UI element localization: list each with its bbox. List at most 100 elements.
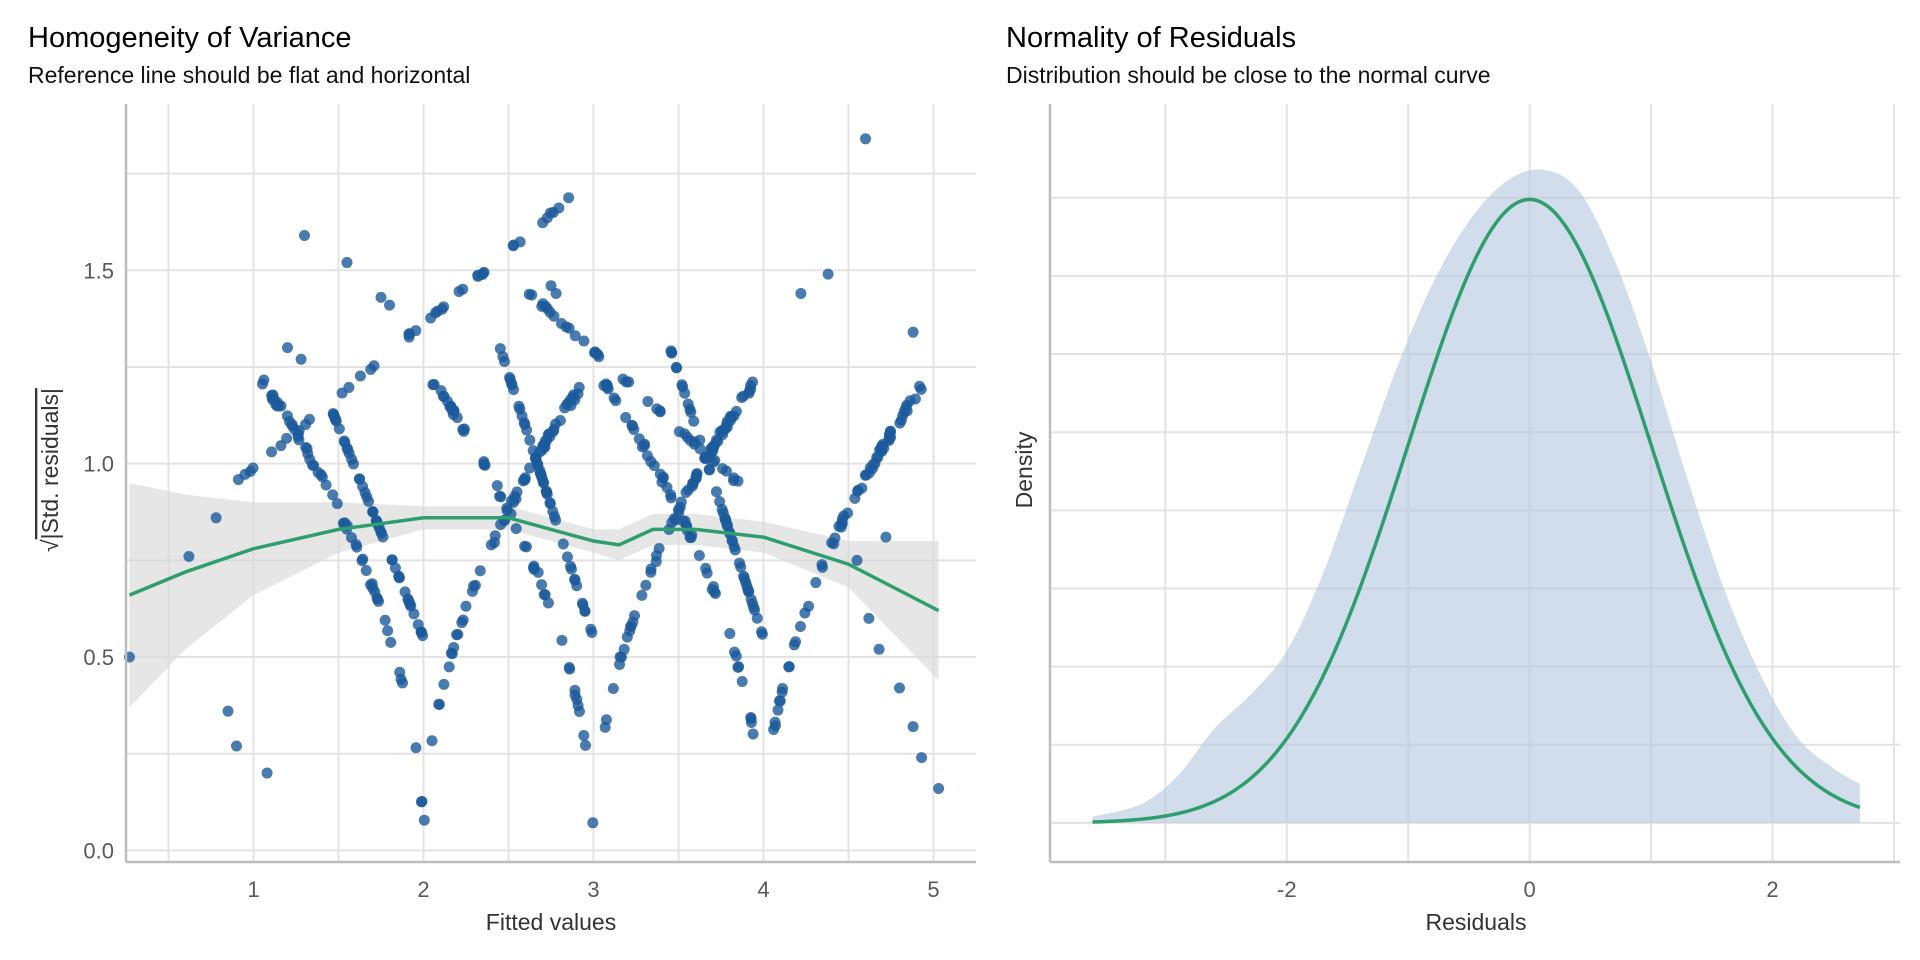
data-point [545,280,557,292]
data-point [860,133,871,145]
data-point [685,406,697,418]
data-point [436,303,448,315]
data-point [346,453,358,465]
data-point [735,561,747,573]
data-point [650,550,662,562]
smooth-line [128,516,940,613]
data-point [704,450,716,462]
y-tick-label: 1.5 [83,258,114,283]
data-point [679,387,691,399]
data-point [507,240,519,252]
data-point [587,817,599,829]
data-point [590,347,602,359]
data-point [550,288,562,299]
data-point [299,229,310,241]
data-point [363,495,375,507]
data-point [273,400,285,412]
right-tick-labels: -2 0 2 [1277,877,1779,902]
data-point [621,631,633,643]
data-point [601,380,613,392]
data-point [733,661,745,673]
data-point [518,417,530,429]
data-point [537,217,549,229]
data-point [620,376,632,388]
x-tick-label: 2 [417,877,429,902]
data-point [726,535,738,547]
data-point [539,435,551,447]
data-point [231,740,242,752]
x-tick-label: -2 [1277,877,1297,902]
data-point [261,767,273,779]
left-chart-title: Homogeneity of Variance [28,22,352,54]
x-tick-label: 1 [247,877,259,902]
data-point [571,693,583,705]
data-point [183,550,195,562]
data-point [707,581,719,593]
data-point [569,684,581,696]
data-point [880,531,892,543]
data-point [737,390,749,402]
data-point [345,532,357,544]
data-point [386,554,398,566]
left-tick-labels: 1 2 3 4 5 0.0 0.5 1.0 1.5 [83,258,939,902]
data-point [384,299,395,311]
data-point [458,425,470,437]
data-point [716,425,728,437]
data-point [528,560,540,572]
right-y-axis-label: Density [1011,431,1037,508]
data-point [520,541,532,553]
left-chart-subtitle: Reference line should be flat and horizo… [28,62,471,88]
data-point [266,446,278,458]
data-point [410,742,422,754]
data-point [810,577,822,589]
data-point [382,625,394,637]
data-point [267,389,279,401]
data-point [701,567,713,579]
data-point [720,465,732,477]
data-point [873,643,885,655]
data-point [751,612,763,624]
data-point [816,559,828,571]
data-point [508,384,520,396]
data-point [333,423,345,435]
data-point [550,514,562,526]
data-point [565,563,577,575]
data-point [599,721,611,733]
data-point [415,626,427,638]
data-point [835,521,847,533]
data-point [639,438,651,450]
data-point [852,484,864,496]
data-point [607,682,619,694]
data-point [725,412,737,424]
data-point [677,515,689,527]
data-point [625,620,637,632]
data-point [405,600,417,612]
data-point [354,473,366,485]
data-point [803,600,815,612]
data-point [795,288,807,299]
x-tick-label: 3 [587,877,599,902]
left-y-axis-label-text: √|Std. residuals| [37,388,63,552]
data-point [438,678,450,690]
data-point [933,783,945,795]
data-point [379,614,391,626]
data-point [901,405,913,417]
left-x-axis-label: Fitted values [486,909,616,935]
data-point [693,549,705,561]
data-point [573,381,585,393]
data-point [836,513,848,525]
data-point [851,554,863,566]
data-point [580,739,592,751]
data-point [485,539,497,551]
data-point [327,489,339,501]
data-point [648,460,660,472]
data-point [367,506,379,518]
data-point [210,512,222,524]
data-point [426,735,438,747]
data-point [777,682,789,694]
data-point [342,444,354,456]
data-point [576,597,588,609]
data-point [336,387,348,399]
left-axes [124,104,976,864]
data-point [300,419,312,431]
